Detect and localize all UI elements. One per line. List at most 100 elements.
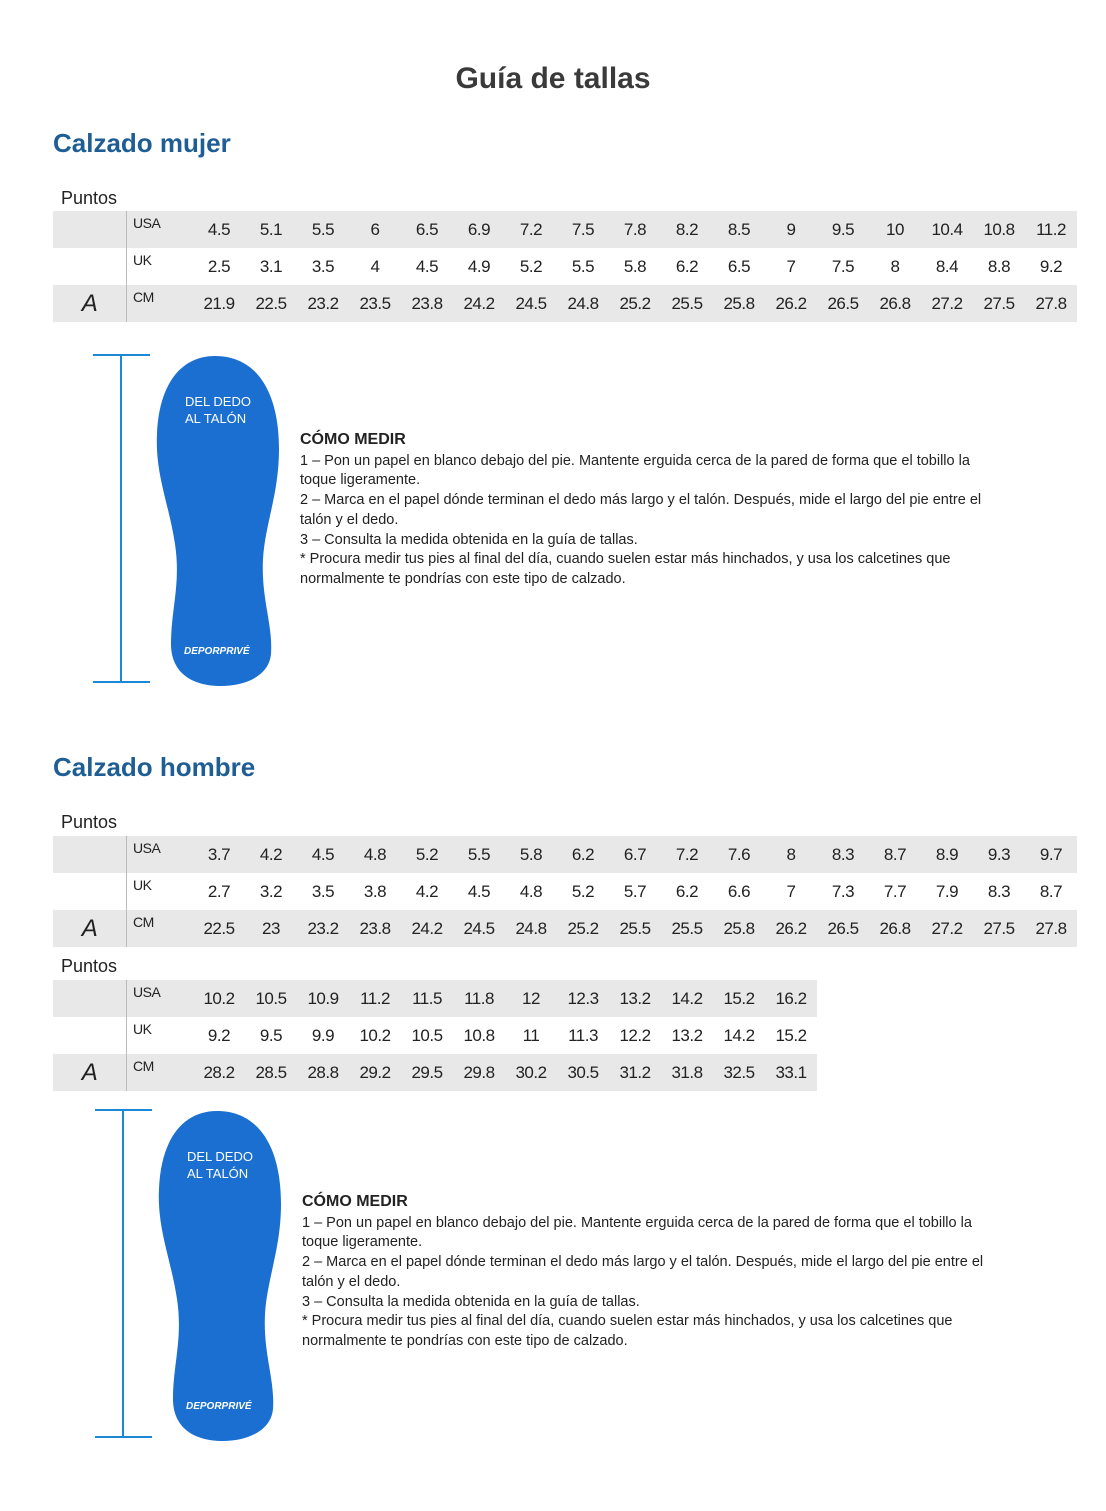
size-system-label: CM [126, 285, 193, 322]
size-value: 8.8 [987, 256, 1011, 276]
size-value: 31.8 [661, 1054, 713, 1091]
size-value: 5.5 [571, 256, 595, 276]
size-value: 11.8 [453, 980, 505, 1017]
how-to-measure: CÓMO MEDIR 1 – Pon un papel en blanco de… [300, 430, 1010, 590]
size-value: 6.2 [675, 256, 699, 276]
size-value: 29.8 [453, 1054, 505, 1091]
size-value: 7.3 [831, 881, 855, 901]
size-system-label: UK [133, 1021, 152, 1037]
size-value: 6.2 [557, 836, 609, 873]
size-system-label: UK [133, 252, 152, 268]
size-value: 28.2 [193, 1054, 245, 1091]
size-value: 32.5 [713, 1054, 765, 1091]
size-row-usa: USA 3.7 4.2 4.5 4.8 5.2 5.5 5.8 6.2 6.7 7.2 7.6 8 8.3… [53, 836, 1077, 873]
size-value: 8.2 [661, 211, 713, 248]
size-value: 10.9 [297, 980, 349, 1017]
size-value: 25.5 [661, 285, 713, 322]
size-value: 10.8 [973, 211, 1025, 248]
how-step: 2 – Marca en el papel dónde terminan el … [302, 1254, 984, 1290]
size-value: 12.2 [619, 1025, 651, 1045]
size-value: 29.5 [401, 1054, 453, 1091]
size-value: 6 [349, 211, 401, 248]
size-value: 6.5 [401, 211, 453, 248]
size-value: 3.5 [311, 256, 335, 276]
size-value: 2.5 [207, 256, 231, 276]
size-value: 23.2 [297, 285, 349, 322]
size-value: 27.5 [973, 285, 1025, 322]
size-value: 14.2 [661, 980, 713, 1017]
size-system-label: UK [133, 877, 152, 893]
size-value: 23 [245, 910, 297, 947]
how-heading: CÓMO MEDIR [300, 431, 406, 448]
foot-sole-icon [156, 356, 279, 686]
size-value: 5.5 [453, 836, 505, 873]
size-value: 28.5 [245, 1054, 297, 1091]
size-value: 4.5 [467, 881, 491, 901]
size-value: 11.5 [401, 980, 453, 1017]
size-value: 26.5 [817, 910, 869, 947]
size-value: 25.2 [557, 910, 609, 947]
size-value: 3.8 [363, 881, 387, 901]
men-size-table-2: USA 10.2 10.5 10.9 11.2 11.5 11.8 12 12.3 13.2 14.… [53, 980, 817, 1091]
size-row-cm: A CM 22.5 23 23.2 23.8 24.2 24.5 24.8 25.2 25.5 25.… [53, 910, 1077, 947]
foot-sole-icon [158, 1111, 281, 1441]
size-value: 27.2 [921, 910, 973, 947]
size-value: 6.9 [453, 211, 505, 248]
size-value: 24.5 [505, 285, 557, 322]
size-value: 27.2 [921, 285, 973, 322]
size-value: 9.5 [817, 211, 869, 248]
foot-label: DEL DEDO AL TALÓN [185, 393, 251, 427]
size-value: 8.3 [987, 881, 1011, 901]
size-value: 4.5 [415, 256, 439, 276]
size-value: 27.5 [973, 910, 1025, 947]
size-value: 26.8 [869, 910, 921, 947]
size-value: 25.8 [713, 285, 765, 322]
size-value: 8.5 [713, 211, 765, 248]
brand-logo: DEPORPRIVÉ [186, 1401, 252, 1412]
size-value: 10.2 [193, 980, 245, 1017]
row-letter [53, 211, 127, 248]
size-value: 15.2 [775, 1025, 807, 1045]
size-value: 5.8 [505, 836, 557, 873]
size-value: 5.2 [401, 836, 453, 873]
size-value: 7.9 [935, 881, 959, 901]
size-value: 3.5 [311, 881, 335, 901]
size-value: 4 [370, 256, 380, 276]
row-letter: A [53, 285, 127, 322]
size-row-uk: UK 2.7 3.2 3.5 3.8 4.2 4.5 4.8 5.2 5.7 6.2 6.6 7 7.3 7… [53, 873, 1077, 910]
brand-logo: DEPORPRIVÉ [184, 646, 250, 657]
size-value: 21.9 [193, 285, 245, 322]
size-value: 9.3 [973, 836, 1025, 873]
how-step: 1 – Pon un papel en blanco debajo del pi… [302, 1214, 972, 1251]
size-value: 16.2 [765, 980, 817, 1017]
size-value: 4.8 [349, 836, 401, 873]
size-value: 23.8 [401, 285, 453, 322]
size-value: 7.5 [831, 256, 855, 276]
size-value: 9.2 [1039, 256, 1063, 276]
size-row-usa: USA 4.5 5.1 5.5 6 6.5 6.9 7.2 7.5 7.8 8.2 8.5 9 9.5 10… [53, 211, 1077, 248]
ruler-line [120, 354, 122, 683]
size-value: 8.7 [1039, 881, 1063, 901]
ruler-bottom-cap [93, 681, 150, 683]
size-value: 8.9 [921, 836, 973, 873]
size-value: 23.2 [297, 910, 349, 947]
size-value: 9 [765, 211, 817, 248]
size-value: 10.5 [411, 1025, 443, 1045]
size-value: 26.5 [817, 285, 869, 322]
size-value: 5.8 [623, 256, 647, 276]
foot-label-line2: AL TALÓN [185, 411, 247, 426]
size-value: 10.8 [463, 1025, 495, 1045]
size-value: 3.2 [259, 881, 283, 901]
how-heading: CÓMO MEDIR [302, 1193, 408, 1210]
size-value: 30.2 [505, 1054, 557, 1091]
size-value: 8 [765, 836, 817, 873]
size-value: 6.5 [727, 256, 751, 276]
size-value: 8 [890, 256, 900, 276]
size-value: 8.7 [869, 836, 921, 873]
size-value: 9.7 [1025, 836, 1077, 873]
size-system-label: CM [126, 910, 193, 947]
size-value: 27.8 [1025, 285, 1077, 322]
size-value: 4.9 [467, 256, 491, 276]
how-note: * Procura medir tus pies al final del dí… [300, 551, 951, 587]
row-letter: A [53, 910, 127, 947]
